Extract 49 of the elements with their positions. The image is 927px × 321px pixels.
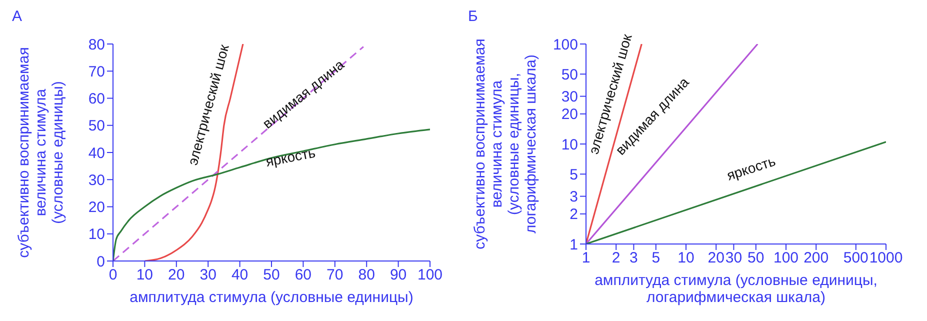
x-tick-label: 60 bbox=[294, 266, 312, 284]
x-tick-label: 30 bbox=[200, 266, 216, 284]
x-tick-label: 10 bbox=[136, 266, 154, 284]
x-tick-label: 200 bbox=[804, 250, 829, 267]
x-tick-label: 500 bbox=[843, 250, 868, 267]
x-tick-label: 20 bbox=[168, 266, 185, 284]
y-tick-label: 20 bbox=[561, 106, 578, 124]
x-tick-label: 50 bbox=[748, 250, 764, 267]
x-tick-label: 80 bbox=[358, 266, 375, 284]
chart-title: А bbox=[12, 8, 22, 25]
y-tick-label: 30 bbox=[561, 88, 578, 106]
x-tick-label: 100 bbox=[417, 266, 443, 284]
x-tick-label: 0 bbox=[108, 266, 118, 284]
x-tick-label: 10 bbox=[678, 250, 694, 267]
x-tick-label: 40 bbox=[231, 266, 248, 284]
y-tick-label: 5 bbox=[570, 166, 578, 184]
y-tick-label: 10 bbox=[88, 226, 105, 244]
y-tick-label: 50 bbox=[88, 118, 105, 135]
x-tick-label: 70 bbox=[326, 266, 344, 284]
line-series bbox=[144, 44, 244, 261]
x-tick-label: 30 bbox=[725, 250, 742, 267]
y-axis-title: субъективно воспринимаемая величина стимула (условные единицы) bbox=[16, 47, 66, 258]
y-tick-label: 10 bbox=[561, 136, 578, 154]
text: яркость bbox=[724, 152, 778, 184]
x-tick-label: 5 bbox=[652, 250, 660, 267]
y-tick-label: 3 bbox=[570, 188, 578, 206]
x-tick-label: 100 bbox=[773, 250, 799, 267]
x-tick-label: 2 bbox=[612, 250, 620, 267]
x-axis-title: амплитуда стимула (условные единицы) bbox=[130, 289, 414, 306]
x-tick-label: 1000 bbox=[869, 250, 903, 267]
y-tick-label: 20 bbox=[88, 199, 105, 216]
y-tick-label: 1 bbox=[570, 236, 578, 254]
x-tick-label: 3 bbox=[630, 250, 638, 267]
y-tick-label: 30 bbox=[88, 172, 105, 189]
y-tick-label: 70 bbox=[88, 63, 105, 80]
y-axis-title: субъективно воспринимаемая величина стимула (условные единицы, логарифмическая шкала) bbox=[472, 38, 540, 250]
x-axis-title: амплитуда стимула (условные единицы, логарифмическая шкала) bbox=[594, 272, 878, 306]
y-tick-label: 50 bbox=[561, 66, 578, 84]
x-tick-label: 1 bbox=[582, 250, 590, 267]
x-tick-label: 90 bbox=[390, 266, 407, 284]
chart-title: Б bbox=[468, 8, 478, 25]
y-tick-label: 60 bbox=[88, 90, 105, 108]
y-tick-label: 2 bbox=[570, 206, 578, 224]
x-tick-label: 20 bbox=[708, 250, 724, 267]
y-tick-label: 80 bbox=[88, 36, 105, 54]
y-tick-label: 100 bbox=[552, 36, 578, 54]
x-tick-label: 50 bbox=[263, 266, 280, 284]
y-tick-label: 40 bbox=[88, 144, 105, 162]
text: яркость bbox=[264, 144, 317, 170]
